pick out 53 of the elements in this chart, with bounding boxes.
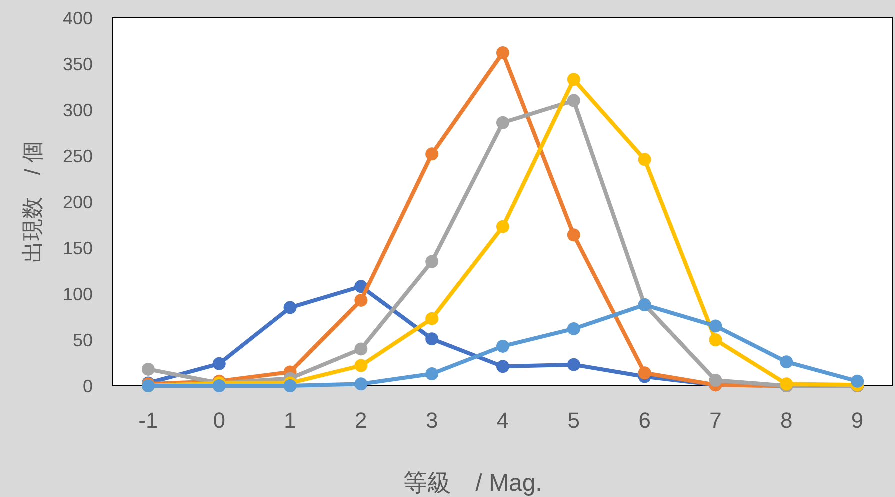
- y-tick-label: 50: [72, 330, 93, 350]
- point: [709, 374, 722, 387]
- point: [638, 153, 652, 166]
- point: [638, 366, 652, 380]
- point: [496, 116, 510, 130]
- x-tick-label: 1: [284, 408, 296, 433]
- y-tick-label: 100: [62, 284, 93, 304]
- x-tick-label: 2: [355, 408, 368, 433]
- x-tick-label: -1: [138, 408, 158, 433]
- point: [851, 374, 864, 388]
- point: [426, 368, 439, 381]
- x-tick-label: 0: [213, 408, 226, 433]
- point: [284, 301, 297, 314]
- y-tick-label: 400: [62, 8, 93, 28]
- point: [567, 94, 580, 108]
- point: [567, 358, 580, 372]
- point: [709, 320, 722, 333]
- point: [426, 312, 439, 326]
- y-tick-label: 250: [62, 146, 93, 166]
- x-tick-label: 3: [426, 408, 438, 433]
- x-tick-label: 4: [496, 408, 510, 433]
- x-tick-label: 6: [638, 408, 651, 433]
- point: [354, 359, 368, 372]
- x-tick-label: 7: [710, 408, 722, 433]
- point: [426, 255, 439, 268]
- point: [709, 334, 722, 346]
- point: [354, 378, 368, 391]
- point: [496, 46, 510, 60]
- y-tick-label: 200: [62, 192, 93, 212]
- point: [212, 380, 226, 392]
- x-tick-label: 5: [568, 408, 580, 433]
- point: [567, 228, 580, 242]
- x-tick-label: 9: [851, 408, 864, 433]
- y-axis-title: 出現数 / 個: [20, 140, 45, 264]
- point: [142, 362, 155, 376]
- x-axis-title: 等級 / Mag.: [404, 470, 542, 497]
- point: [780, 356, 794, 369]
- point: [212, 357, 226, 370]
- point: [426, 148, 439, 161]
- y-tick-label: 300: [62, 100, 93, 120]
- point: [426, 332, 439, 346]
- point: [284, 380, 297, 392]
- y-tick-label: 150: [62, 238, 93, 258]
- point: [567, 73, 580, 86]
- point: [496, 360, 510, 374]
- point: [354, 294, 368, 307]
- x-tick-label: 8: [780, 408, 793, 433]
- point: [496, 340, 510, 353]
- point: [567, 322, 580, 336]
- y-tick-label: 350: [62, 54, 93, 74]
- y-tick-label: 0: [82, 376, 93, 396]
- point: [496, 220, 510, 234]
- point: [354, 342, 368, 356]
